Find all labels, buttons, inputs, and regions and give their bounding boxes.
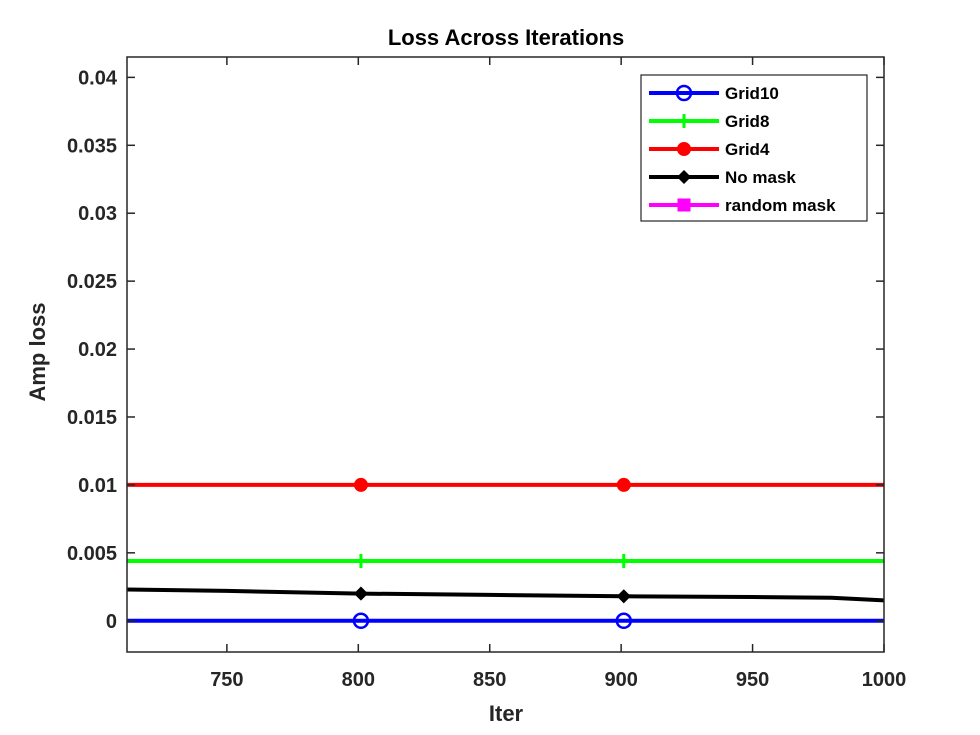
plot-area	[127, 477, 884, 630]
y-tick-label: 0.005	[67, 543, 117, 565]
x-tick-label: 850	[473, 669, 506, 691]
series-marker	[616, 553, 631, 568]
y-axis-title: Amp loss	[25, 302, 50, 401]
y-tick-label: 0.03	[78, 203, 117, 225]
axis-ticks: 750 800 850 900 950 1000 0 0.005 0.01 0.015 0.02 0.…	[67, 57, 906, 691]
y-tick-label: 0	[106, 611, 117, 633]
x-tick-label: 1000	[862, 669, 907, 691]
series-marker	[616, 477, 631, 492]
legend-label: Grid10	[725, 84, 779, 103]
legend-label: Grid8	[725, 112, 769, 131]
y-tick-label: 0.02	[78, 339, 117, 361]
series-grid8	[127, 553, 884, 568]
series-grid4	[127, 477, 884, 492]
series-no-mask	[127, 586, 884, 604]
legend-marker	[677, 114, 691, 128]
series-marker	[616, 589, 631, 604]
x-tick-label: 750	[210, 669, 243, 691]
legend-label: random mask	[725, 196, 836, 215]
y-tick-label: 0.04	[78, 67, 118, 89]
series-marker	[353, 553, 368, 568]
series-marker	[353, 477, 368, 492]
x-tick-label: 900	[604, 669, 637, 691]
series-grid10	[127, 612, 884, 630]
legend-marker	[676, 169, 692, 185]
legend-marker	[677, 198, 691, 212]
y-tick-label: 0.025	[67, 271, 117, 293]
x-tick-label: 800	[342, 669, 375, 691]
legend: Grid10 Grid8 Grid4 No mask random mask	[640, 74, 868, 222]
x-tick-label: 950	[736, 669, 769, 691]
x-axis-title: Iter	[489, 701, 524, 726]
plot-frame	[126, 56, 885, 653]
y-tick-label: 0.01	[78, 475, 117, 497]
legend-label: No mask	[725, 168, 796, 187]
series-marker	[352, 612, 370, 630]
series-marker	[353, 586, 368, 601]
legend-label: Grid4	[725, 140, 770, 159]
legend-marker	[677, 142, 691, 156]
y-tick-label: 0.035	[67, 135, 117, 157]
series-marker	[615, 612, 633, 630]
y-tick-label: 0.015	[67, 407, 117, 429]
series-line	[127, 587, 884, 603]
chart-title: Loss Across Iterations	[388, 25, 624, 50]
legend-marker	[675, 84, 693, 102]
